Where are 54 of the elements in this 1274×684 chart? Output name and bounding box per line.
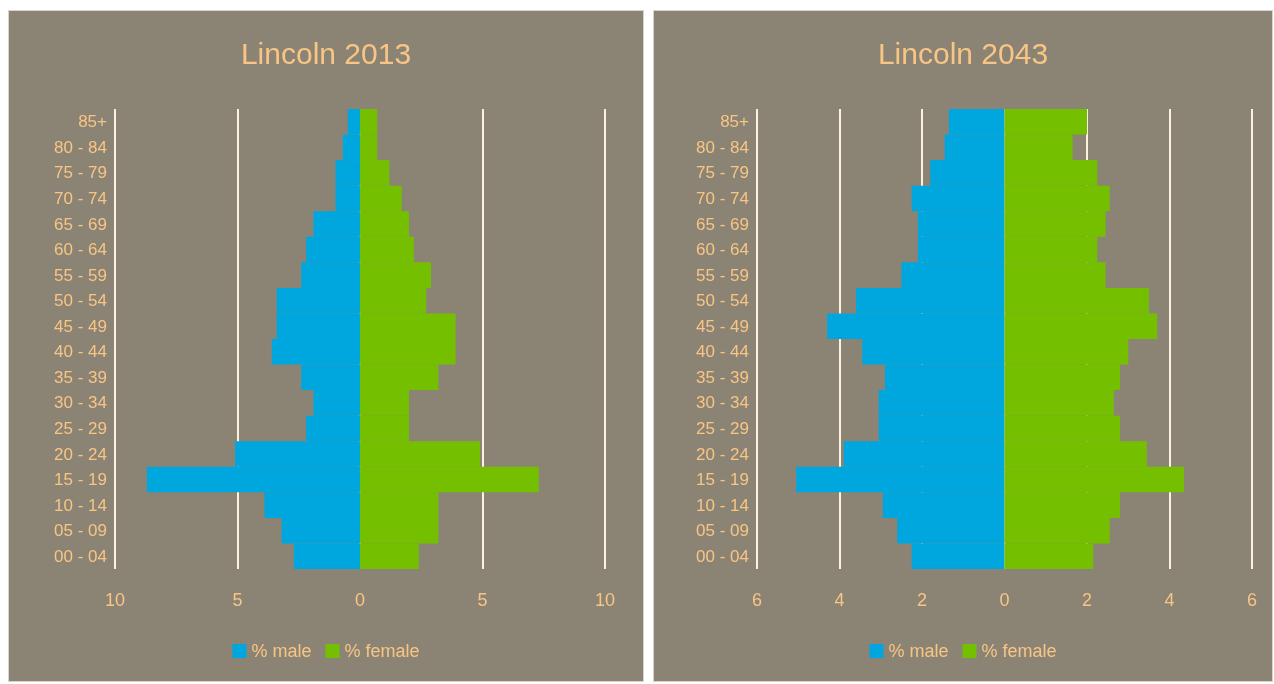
y-tick-label: 85+	[78, 112, 108, 132]
y-tick-label: 15 - 19	[696, 470, 749, 490]
x-tick-label: 4	[834, 590, 845, 610]
y-tick-label: 80 - 84	[696, 137, 749, 157]
y-tick-label: 05 - 09	[696, 521, 749, 541]
legend-label: % female	[981, 641, 1057, 661]
y-tick-label: 15 - 19	[54, 470, 107, 490]
y-tick-label: 70 - 74	[696, 188, 749, 208]
legend-label: % male	[888, 641, 949, 661]
y-tick-label: 50 - 54	[54, 291, 107, 311]
y-tick-label: 45 - 49	[696, 316, 749, 336]
y-tick-label: 20 - 24	[54, 444, 107, 464]
y-tick-label: 55 - 59	[54, 265, 107, 285]
y-tick-label: 65 - 69	[54, 214, 107, 234]
y-tick-label: 35 - 39	[54, 367, 107, 387]
y-tick-label: 25 - 29	[696, 418, 749, 438]
y-tick-label: 65 - 69	[696, 214, 749, 234]
y-tick-label: 20 - 24	[696, 444, 749, 464]
y-tick-label: 60 - 64	[54, 240, 107, 260]
x-tick-label: 5	[477, 590, 488, 610]
y-tick-label: 10 - 14	[696, 495, 749, 515]
x-tick-label: 6	[751, 590, 763, 610]
legend-label: % male	[251, 641, 312, 661]
x-tick-label: 2	[916, 590, 928, 610]
y-tick-label: 35 - 39	[696, 367, 749, 387]
y-tick-label: 05 - 09	[54, 521, 107, 541]
x-tick-label: 5	[232, 590, 243, 610]
y-tick-label: 45 - 49	[54, 316, 107, 336]
y-tick-label: 00 - 04	[696, 546, 749, 566]
x-tick-label: 0	[354, 590, 366, 610]
y-tick-label: 40 - 44	[696, 342, 749, 362]
x-tick-label: 4	[1164, 590, 1175, 610]
y-tick-label: 55 - 59	[696, 265, 749, 285]
x-tick-label: 10	[594, 590, 616, 610]
y-tick-label: 40 - 44	[54, 342, 107, 362]
x-tick-label: 0	[999, 590, 1010, 610]
x-tick-label: 2	[1081, 590, 1093, 610]
x-tick-label: 10	[104, 590, 126, 610]
y-tick-label: 75 - 79	[54, 163, 107, 183]
chart-title: Lincoln 2043	[877, 36, 1049, 70]
y-tick-label: 30 - 34	[696, 393, 749, 413]
x-tick-label: 6	[1246, 590, 1258, 610]
y-tick-label: 85+	[720, 112, 750, 132]
y-tick-label: 50 - 54	[696, 291, 749, 311]
y-tick-label: 80 - 84	[54, 137, 107, 157]
y-tick-label: 10 - 14	[54, 495, 107, 515]
chart-title: Lincoln 2013	[240, 36, 412, 70]
y-tick-label: 70 - 74	[54, 188, 107, 208]
legend-label: % female	[344, 641, 420, 661]
y-tick-label: 60 - 64	[696, 240, 749, 260]
y-tick-label: 75 - 79	[696, 163, 749, 183]
y-tick-label: 00 - 04	[54, 546, 107, 566]
y-tick-label: 30 - 34	[54, 393, 107, 413]
y-tick-label: 25 - 29	[54, 418, 107, 438]
